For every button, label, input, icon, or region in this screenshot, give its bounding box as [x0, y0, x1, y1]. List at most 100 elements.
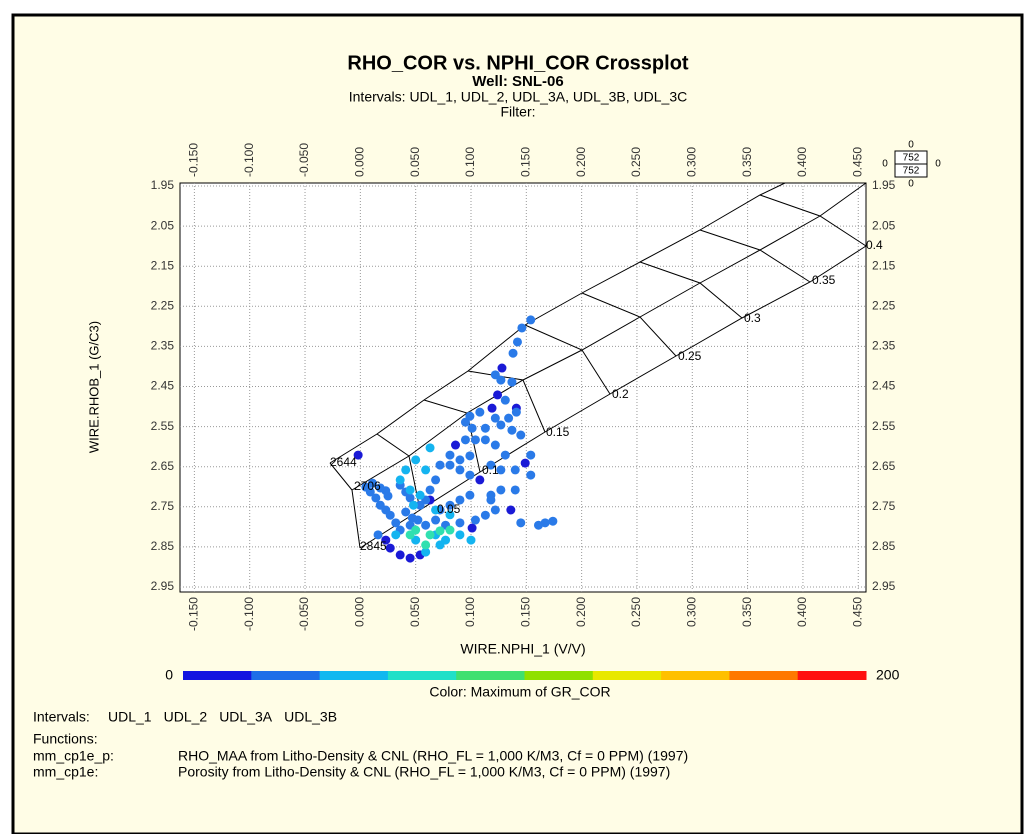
x-tick-label: 0.300 — [684, 597, 698, 627]
overlay-label: 0.25 — [678, 349, 702, 363]
point — [504, 413, 514, 423]
overlay-line — [376, 433, 421, 511]
x-tick-label: 0.050 — [408, 147, 422, 177]
points — [353, 315, 558, 563]
count-left: 0 — [882, 159, 888, 170]
point — [500, 450, 510, 460]
point — [508, 348, 518, 358]
point — [475, 407, 485, 417]
colorbar-segment — [456, 671, 525, 680]
point — [467, 523, 477, 533]
overlay-line — [329, 182, 786, 464]
y-tick-label: 2.15 — [151, 258, 175, 272]
x-tick-label: 0.100 — [463, 147, 477, 177]
intervals-footer-label: Intervals: — [33, 709, 90, 725]
point — [391, 530, 401, 540]
point — [467, 423, 477, 433]
point — [480, 423, 490, 433]
point — [408, 500, 418, 510]
point — [490, 440, 500, 450]
point — [493, 390, 503, 400]
point — [465, 490, 475, 500]
x-tick-label: 0.400 — [795, 147, 809, 177]
point — [520, 458, 530, 468]
overlay-line — [524, 324, 611, 395]
point — [455, 530, 465, 540]
point — [407, 513, 417, 523]
colorbar-segment — [183, 671, 252, 680]
colorbar-max: 200 — [876, 667, 900, 683]
point — [526, 450, 536, 460]
point — [361, 482, 371, 492]
point — [490, 505, 500, 515]
interval-item: UDL_3A — [219, 709, 273, 725]
overlay-label: 0.05 — [437, 502, 461, 516]
x-tick-label: 0.350 — [740, 147, 754, 177]
y-tick-label: 2.25 — [872, 298, 896, 312]
point — [425, 485, 435, 495]
x-tick-label: -0.150 — [187, 143, 201, 177]
point — [490, 370, 500, 380]
overlay-line — [467, 370, 546, 433]
point — [497, 363, 507, 373]
colorbar-segment — [387, 671, 457, 680]
count-bottom: 0 — [908, 179, 914, 190]
point — [486, 495, 496, 505]
point — [368, 478, 378, 488]
y-tick-label: 2.65 — [151, 459, 175, 473]
interval-item: UDL_1 — [108, 709, 152, 725]
count-lower: 752 — [903, 166, 920, 177]
overlay-line — [581, 292, 677, 357]
y-tick-label: 2.95 — [872, 579, 896, 593]
count-upper: 752 — [903, 153, 920, 164]
point — [480, 435, 490, 445]
point — [460, 417, 470, 427]
point — [445, 500, 455, 510]
point — [425, 530, 435, 540]
x-tick-label: 0.450 — [850, 597, 864, 627]
point — [431, 475, 441, 485]
overlay-label: 2644 — [330, 455, 357, 469]
point — [517, 323, 527, 333]
y-tick-label: 2.85 — [872, 539, 896, 553]
x-tick-label: 0.000 — [353, 147, 367, 177]
x-tick-label: 0.150 — [518, 147, 532, 177]
overlay-label: 0.2 — [612, 387, 629, 401]
y-tick-label: 2.35 — [872, 339, 896, 353]
plot-area — [179, 182, 867, 593]
point — [445, 460, 455, 470]
point — [480, 510, 490, 520]
y-tick-label: 2.45 — [151, 379, 175, 393]
y-tick-label: 2.55 — [151, 419, 175, 433]
colorbar-segment — [592, 671, 662, 680]
point — [516, 518, 526, 528]
point — [460, 435, 470, 445]
colorbar-min: 0 — [165, 667, 173, 683]
point — [511, 407, 521, 417]
y-tick-label: 2.85 — [151, 539, 175, 553]
point — [451, 440, 461, 450]
x-tick-label: 0.300 — [684, 147, 698, 177]
overlay-label: 0.1 — [482, 463, 499, 477]
function-desc: RHO_MAA from Litho-Density & CNL (RHO_FL… — [178, 748, 688, 764]
overlay-chart — [329, 182, 867, 549]
point — [381, 486, 391, 496]
point — [381, 535, 391, 545]
point — [405, 553, 415, 563]
x-tick-label: -0.100 — [242, 143, 256, 177]
colorbar-segment — [524, 671, 594, 680]
overlay-label: 0.4 — [866, 238, 883, 252]
colorbar-segment — [661, 671, 730, 680]
x-tick-label: 0.200 — [574, 597, 588, 627]
point — [371, 493, 381, 503]
function-name: mm_cp1e_p: — [33, 748, 114, 764]
point — [455, 518, 465, 528]
point — [506, 505, 516, 515]
count-top: 0 — [908, 140, 914, 151]
point — [435, 526, 445, 536]
point — [496, 465, 506, 475]
y-tick-label: 2.25 — [151, 298, 175, 312]
point — [415, 490, 425, 500]
